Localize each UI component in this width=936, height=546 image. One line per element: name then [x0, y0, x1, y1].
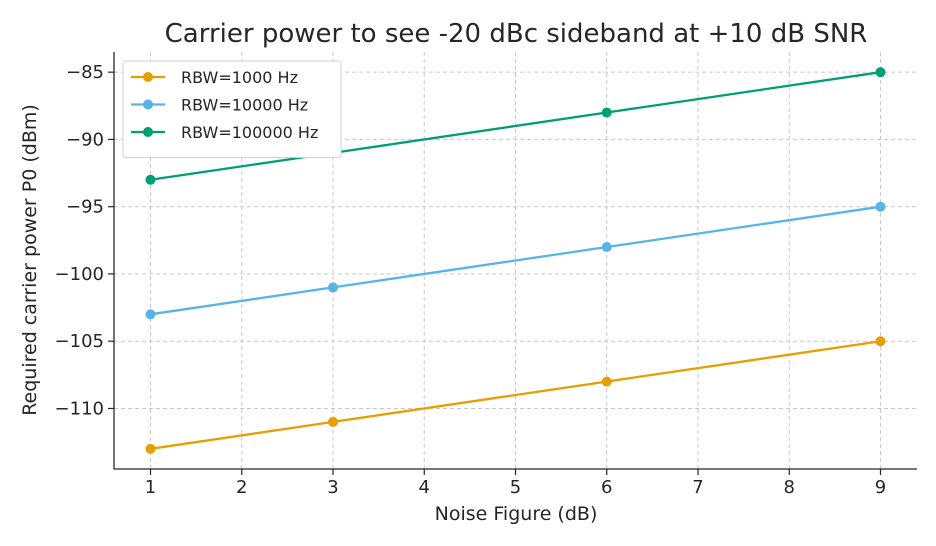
- y-tick-label: −110: [55, 398, 104, 419]
- x-axis-label: Noise Figure (dB): [435, 503, 598, 525]
- y-tick-label: −100: [55, 264, 104, 285]
- data-point: [875, 336, 886, 347]
- y-tick-label: −90: [66, 129, 104, 150]
- x-tick-label: 3: [327, 477, 338, 498]
- y-axis-label: Required carrier power P0 (dBm): [19, 104, 41, 416]
- legend-label: RBW=100000 Hz: [181, 123, 318, 142]
- legend-swatch-marker: [143, 127, 153, 137]
- y-tick-label: −95: [66, 197, 104, 218]
- y-tick-label: −85: [66, 62, 104, 83]
- x-tick-label: 7: [692, 477, 703, 498]
- data-point: [601, 376, 612, 387]
- chart-title: Carrier power to see -20 dBc sideband at…: [165, 19, 868, 49]
- legend-label: RBW=1000 Hz: [181, 68, 298, 87]
- series-line: [150, 71, 881, 181]
- x-tick-label: 6: [601, 477, 612, 498]
- y-axis-ticks: −110 −105 −100 −95 −90 −85: [55, 62, 114, 419]
- x-tick-label: 8: [784, 477, 795, 498]
- x-tick-label: 5: [510, 477, 521, 498]
- legend-swatch-marker: [143, 72, 153, 82]
- x-tick-label: 2: [236, 477, 247, 498]
- y-tick-label: −105: [55, 331, 104, 352]
- data-point: [328, 282, 338, 293]
- data-point: [145, 309, 156, 320]
- series-line: [150, 205, 881, 316]
- series-line: [150, 340, 881, 450]
- data-point: [145, 174, 156, 185]
- legend-box: [122, 60, 342, 158]
- x-axis-ticks: 1 2 3 4 5 6 7 8 9: [145, 469, 886, 498]
- legend: RBW=1000 Hz RBW=10000 Hz RBW=100000 Hz: [122, 60, 342, 158]
- x-tick-label: 4: [419, 477, 430, 498]
- data-point: [875, 201, 886, 212]
- data-point: [601, 107, 612, 118]
- data-point: [601, 242, 612, 253]
- legend-swatch-marker: [143, 99, 153, 110]
- data-point: [328, 416, 338, 427]
- plot-lines: [150, 71, 881, 450]
- x-tick-label: 1: [145, 477, 156, 498]
- legend-label: RBW=10000 Hz: [181, 96, 308, 115]
- data-point: [145, 443, 156, 454]
- data-point: [875, 67, 886, 78]
- x-tick-label: 9: [875, 477, 886, 498]
